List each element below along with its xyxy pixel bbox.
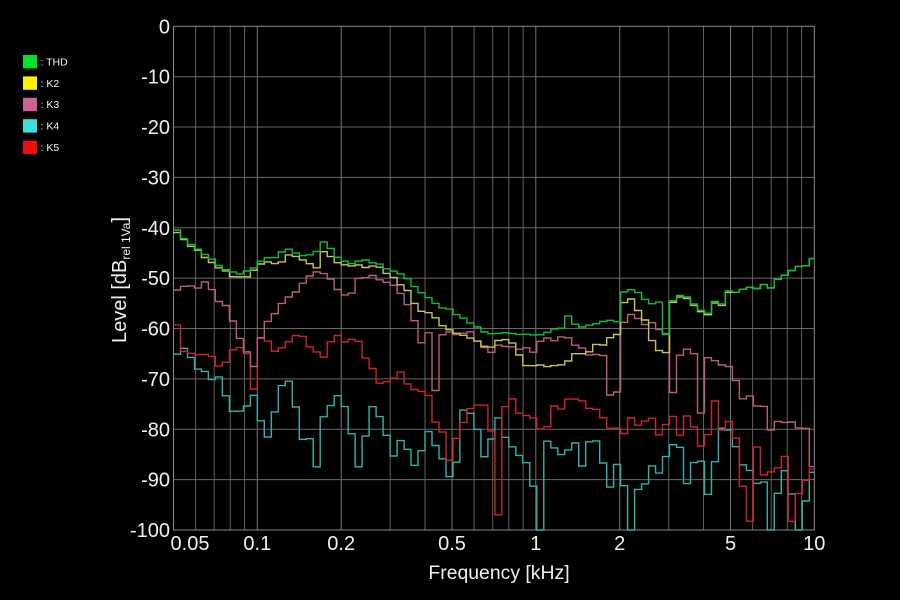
svg-text:Level [dBrel 1Va]: Level [dBrel 1Va] — [109, 217, 133, 343]
svg-text:: K3: : K3 — [41, 99, 60, 111]
svg-text:-10: -10 — [141, 67, 170, 89]
svg-text:-50: -50 — [141, 268, 170, 290]
svg-text:10: 10 — [803, 533, 825, 555]
svg-text:0.1: 0.1 — [243, 533, 271, 555]
svg-text:-80: -80 — [141, 419, 170, 441]
svg-text:: K4: : K4 — [41, 121, 60, 133]
svg-text:2: 2 — [614, 533, 625, 555]
svg-text:-60: -60 — [141, 319, 170, 341]
svg-text:1: 1 — [530, 533, 541, 555]
svg-text:Frequency [kHz]: Frequency [kHz] — [428, 562, 569, 584]
svg-text:-30: -30 — [141, 167, 170, 189]
svg-text:-20: -20 — [141, 117, 170, 139]
svg-text:: K5: : K5 — [41, 142, 60, 154]
svg-text:-40: -40 — [141, 218, 170, 240]
svg-text:: K2: : K2 — [41, 78, 60, 90]
svg-text:-100: -100 — [130, 520, 170, 542]
svg-text:0.5: 0.5 — [438, 533, 466, 555]
svg-text:0: 0 — [159, 16, 170, 38]
svg-text:0.05: 0.05 — [171, 533, 210, 555]
svg-text:: THD: : THD — [41, 56, 69, 68]
svg-text:-90: -90 — [141, 470, 170, 492]
svg-text:0.2: 0.2 — [327, 533, 355, 555]
svg-text:-70: -70 — [141, 369, 170, 391]
svg-text:5: 5 — [725, 533, 736, 555]
